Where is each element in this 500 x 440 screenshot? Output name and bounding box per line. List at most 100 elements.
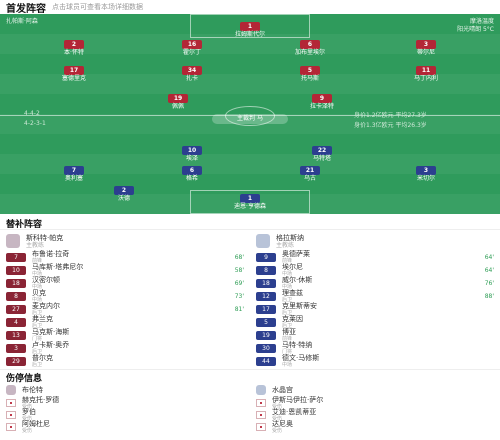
player-name: 托马斯 [300,75,319,82]
player-name: 沃德 [117,195,130,202]
weather-label: 阳光晴朗 5°C [457,26,494,33]
player-name: 麦克内尔 [32,302,60,310]
player-away[interactable]: 6 格希 [164,166,220,183]
sub-time: 81' [234,306,244,313]
jersey-icon: 3 [6,344,26,353]
sub-row[interactable]: 4 弗兰克 后卫 [6,316,244,329]
player-name: 佩佩 [171,103,184,110]
player-away[interactable]: 10 埃泽 [164,146,220,163]
sub-row[interactable]: 17 克里斯蒂安 后卫 [256,303,494,316]
player-name: 塞德里克 [61,75,86,82]
jersey-icon: 44 [256,357,276,366]
player-home[interactable]: 34 扎卡 [164,66,220,83]
injury-row[interactable]: 伊斯马伊拉·萨尔 受伤 [256,396,494,410]
player-away[interactable]: 3 米切尔 [398,166,454,183]
player-name: 马丁内利 [413,75,438,82]
injury-row[interactable]: 阿姆杜尼 受伤 [6,419,244,434]
lineup-header: 首发阵容 点击球员可查看本场详细数据 [0,0,500,15]
player-name: 霍尔丁 [182,49,201,56]
sub-row[interactable]: 30 马特·特纳 门将 [256,342,494,355]
injury-icon [256,411,266,419]
jersey-icon: 34 [182,66,202,75]
player-name: 格希 [185,175,198,182]
player-away[interactable]: 7 奥利塞 [46,166,102,183]
sub-row[interactable]: 29 普尔克 后卫 [6,355,244,368]
player-name: 德文·马修斯 [282,354,320,362]
sub-row[interactable]: 18 汉密尔顿 中场 69' [6,277,244,290]
jersey-icon: 2 [114,186,134,195]
player-name: 弗兰克 [32,315,53,323]
player-position: 后卫 [32,362,43,368]
player-home[interactable]: 17 塞德里克 [46,66,102,83]
player-home-gk[interactable]: 1 拉姆斯代尔 [222,22,278,39]
player-away[interactable]: 21 乌古 [282,166,338,183]
sub-time: 64' [484,254,494,261]
injuries-title: 伤停信息 [6,374,43,384]
sub-row[interactable]: 3 卢卡斯·奥乔 后卫 [6,342,244,355]
jersey-icon: 7 [64,166,84,175]
player-name: 米切尔 [416,175,435,182]
player-away[interactable]: 22 马特塔 [294,146,350,163]
player-away[interactable]: 2 沃德 [96,186,152,203]
sub-row[interactable]: 18 威尔·休斯 中场 76' [256,277,494,290]
player-name: 迪恩·亨德森 [234,203,266,210]
away-injuries: 水晶宫 伊斯马伊拉·萨尔 受伤 艾迪·恩凯蒂亚 受伤 达尼奥 受伤 [256,383,494,434]
player-home[interactable]: 2 本·怀特 [46,40,102,57]
pitch: 扎帕斯·阿森 摩洛温度 阳光晴朗 5°C 4-4-2 4-2-3-1 身价1.2… [0,14,500,214]
sub-row[interactable]: 13 马克斯·海斯 门将 [6,329,244,342]
sub-row[interactable]: 12 理查兹 后卫 88' [256,290,494,303]
jersey-icon: 4 [6,318,26,327]
player-position: 中场 [282,284,293,290]
player-home[interactable]: 11 马丁内利 [398,66,454,83]
injury-row[interactable]: 艾迪·恩凯蒂亚 受伤 [256,408,494,422]
player-name: 赫克托·罗德 [22,395,60,404]
coach-role: 主教练 [26,241,45,249]
coach-name: 斯科特·帕克 [26,233,64,242]
player-home[interactable]: 9 拉卡泽特 [294,94,350,111]
jersey-icon: 5 [300,66,320,75]
injury-row[interactable]: 达尼奥 受伤 [256,420,494,434]
home-coach[interactable]: 斯科特·帕克 主教练 [6,231,244,251]
jersey-icon: 1 [240,194,260,203]
player-name: 马特塔 [312,155,331,162]
injury-status: 受伤 [272,427,283,434]
player-away-gk[interactable]: 1 迪恩·亨德森 [222,194,278,211]
player-position: 后卫 [32,310,43,316]
player-home[interactable]: 3 蒂尔尼 [398,40,454,57]
sub-row[interactable]: 8 埃尔尼 中场 64' [256,264,494,277]
home-injuries: 布伦特 赫克托·罗德 受伤 罗伯 受伤 阿姆杜尼 受伤 [6,383,244,434]
player-name: 本·怀特 [64,49,84,56]
sub-row[interactable]: 19 博亚 前锋 [256,329,494,342]
sub-row[interactable]: 8 贝克 中场 73' [6,290,244,303]
section-subtitle: 点击球员可查看本场详细数据 [52,3,143,11]
jersey-icon: 29 [6,357,26,366]
injury-row[interactable]: 赫克托·罗德 受伤 [6,395,244,410]
sub-row[interactable]: 9 奥德萨莱 前锋 64' [256,251,494,264]
away-value: 身价1.3亿欧元 平均26.3岁 [354,122,427,129]
player-home[interactable]: 5 托马斯 [282,66,338,83]
player-name: 马库斯·塔弗尼尔 [32,263,84,271]
sub-row[interactable]: 7 布鲁诺·拉奇 前锋 68' [6,251,244,264]
jersey-icon: 18 [256,279,276,288]
player-position: 门将 [282,349,293,355]
sub-row[interactable]: 27 麦克内尔 后卫 81' [6,303,244,316]
sub-row[interactable]: 5 克莱因 后卫 [256,316,494,329]
player-home[interactable]: 6 加布里埃尔 [282,40,338,57]
subs-title: 替补阵容 [6,220,43,230]
sub-row[interactable]: 10 马库斯·塔弗尼尔 中场 58' [6,264,244,277]
player-home[interactable]: 16 霍尔丁 [164,40,220,57]
injury-row[interactable]: 罗伯 受伤 [6,408,244,422]
player-position: 前锋 [32,258,43,264]
sub-row[interactable]: 44 德文·马修斯 中场 [256,355,494,368]
player-home[interactable]: 19 佩佩 [150,94,206,111]
injury-status: 受伤 [272,415,283,422]
player-name: 普尔克 [32,354,53,362]
jersey-icon: 21 [300,166,320,175]
player-position: 后卫 [282,310,293,316]
player-position: 后卫 [32,323,43,329]
away-coach[interactable]: 格拉斯纳 主教练 [256,231,494,251]
jersey-icon: 11 [416,66,436,75]
player-name: 阿姆杜尼 [22,419,50,428]
sub-time: 88' [484,293,494,300]
away-team-name: 摩洛温度 [469,18,494,25]
